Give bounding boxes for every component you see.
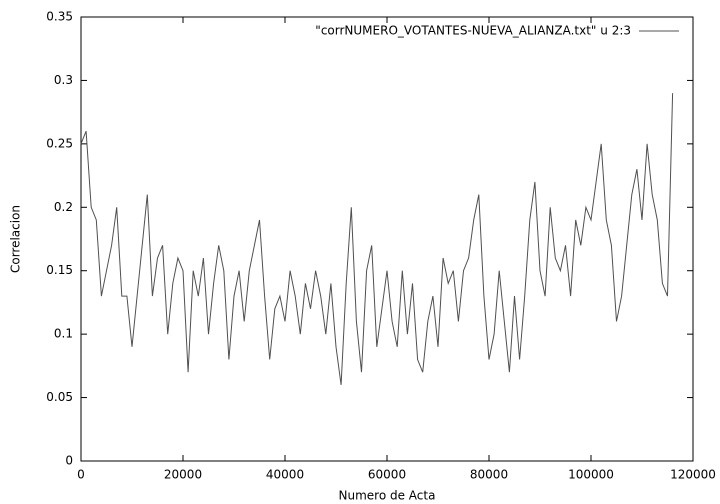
x-tick-label: 60000 xyxy=(368,468,406,482)
plot-frame xyxy=(80,16,694,462)
x-tick-label: 40000 xyxy=(266,468,304,482)
y-tick-label: 0.1 xyxy=(54,327,73,341)
x-tick-label: 0 xyxy=(77,468,85,482)
y-tick-label: 0 xyxy=(65,454,73,468)
y-tick-label: 0.05 xyxy=(46,390,73,404)
y-tick-label: 0.25 xyxy=(46,136,73,150)
y-tick-label: 0.3 xyxy=(54,73,73,87)
x-axis-label: Numero de Acta xyxy=(339,489,436,503)
x-tick-label: 120000 xyxy=(670,468,716,482)
y-tick-label: 0.2 xyxy=(54,200,73,214)
y-tick-label: 0.15 xyxy=(46,263,73,277)
legend-label: "corrNUMERO_VOTANTES-NUEVA_ALIANZA.txt" … xyxy=(315,24,631,38)
data-line xyxy=(80,93,674,385)
x-tick-label: 100000 xyxy=(568,468,614,482)
x-tick-label: 20000 xyxy=(164,468,202,482)
y-tick-label: 0.35 xyxy=(46,10,73,24)
x-tick-label: 80000 xyxy=(470,468,508,482)
y-axis-label: Correlacion xyxy=(9,205,23,273)
